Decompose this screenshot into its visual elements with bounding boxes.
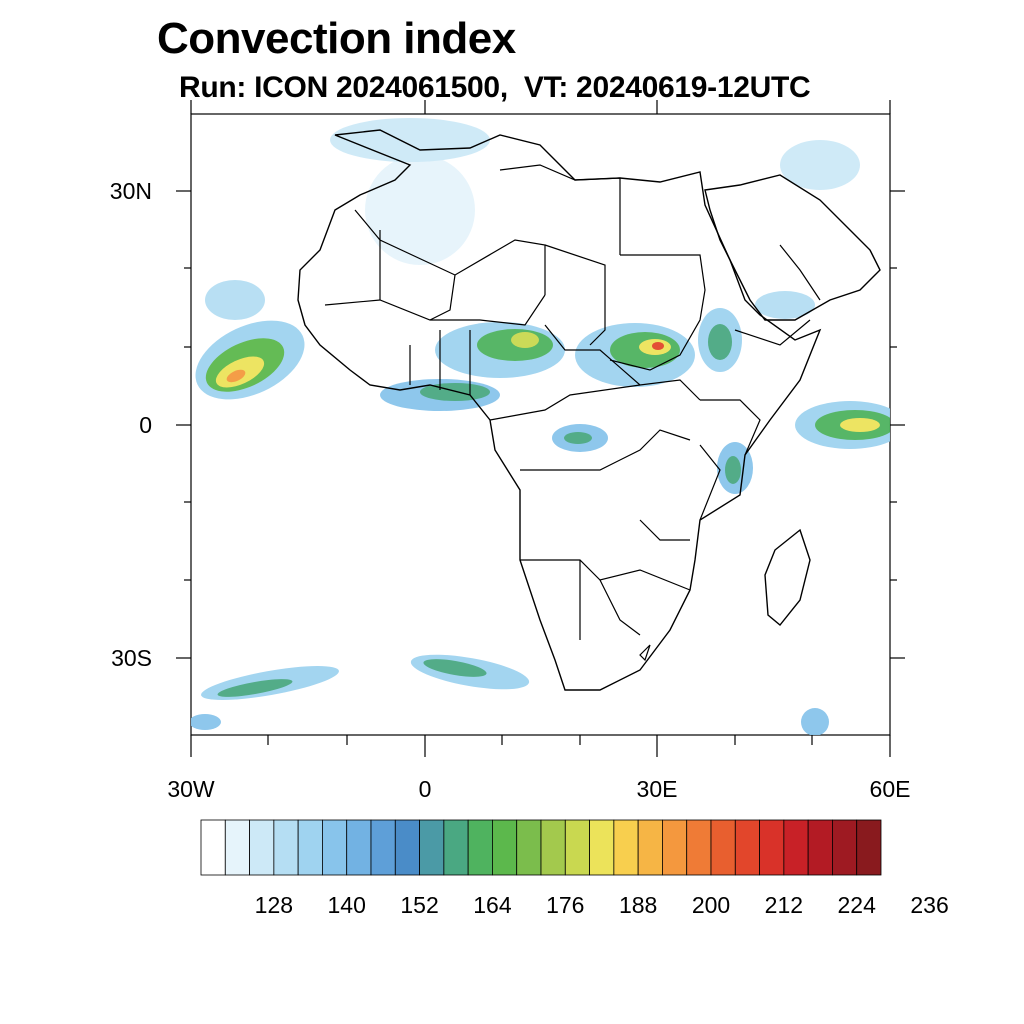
colorbar-tick-label: 128 bbox=[255, 892, 293, 918]
convection-area-southern-ocean bbox=[801, 708, 829, 735]
convection-area-middle-east bbox=[780, 140, 860, 190]
map-subtitle: Run: ICON 2024061500, VT: 20240619-12UTC bbox=[179, 71, 811, 104]
colorbar-box bbox=[492, 819, 518, 876]
colorbar-tick-label: 140 bbox=[328, 892, 366, 918]
convection-area-atlantic-north bbox=[205, 280, 265, 320]
convection-core-southwest-atlantic bbox=[217, 679, 293, 697]
lon-label-30e: 30E bbox=[637, 776, 678, 802]
colorbar-box bbox=[394, 819, 420, 876]
colorbar-box bbox=[346, 819, 372, 876]
country-borders bbox=[324, 164, 821, 662]
colorbar-box bbox=[637, 819, 663, 876]
colorbar-box bbox=[759, 819, 785, 876]
convection-area-southwest-corner bbox=[191, 714, 221, 730]
colorbar-box bbox=[807, 819, 833, 876]
colorbar-box bbox=[419, 819, 445, 876]
map-frame bbox=[190, 113, 891, 736]
convection-core-south-atlantic bbox=[423, 659, 487, 677]
colorbar-box bbox=[224, 819, 250, 876]
colorbar-tick-label: 152 bbox=[400, 892, 438, 918]
axis-ticks bbox=[176, 100, 905, 757]
convection-max-atlantic bbox=[226, 369, 246, 383]
colorbar-box bbox=[540, 819, 566, 876]
lat-label-0: 0 bbox=[139, 412, 152, 438]
colorbar-box bbox=[710, 819, 736, 876]
convection-peak-nigeria bbox=[511, 332, 539, 348]
convection-area-mediterranean bbox=[330, 118, 490, 162]
colorbar-box bbox=[322, 819, 348, 876]
colorbar-box bbox=[832, 819, 858, 876]
colorbar-box bbox=[443, 819, 469, 876]
colorbar-box bbox=[516, 819, 542, 876]
colorbar-labels: 128 140 152 164 176 188 200 212 224 236 bbox=[255, 892, 949, 918]
colorbar-tick-label: 164 bbox=[473, 892, 512, 918]
lon-label-60e: 60E bbox=[870, 776, 911, 802]
madagascar-coastline bbox=[764, 528, 811, 626]
convection-core-ethiopia bbox=[708, 324, 732, 360]
colorbar-box bbox=[249, 819, 275, 876]
colorbar-box bbox=[200, 819, 226, 876]
lat-label-30s: 30S bbox=[111, 645, 152, 671]
lon-label-30w: 30W bbox=[167, 776, 215, 802]
convection-area-arabia bbox=[755, 291, 815, 319]
colorbar-tick-label: 224 bbox=[838, 892, 877, 918]
colorbar-box bbox=[734, 819, 760, 876]
colorbar-box bbox=[273, 819, 299, 876]
lon-label-0: 0 bbox=[419, 776, 432, 802]
colorbar-box bbox=[370, 819, 396, 876]
colorbar-tick-label: 188 bbox=[619, 892, 657, 918]
convection-area-sahara bbox=[365, 155, 475, 265]
arabia-coastline bbox=[704, 174, 881, 321]
map-title: Convection index bbox=[157, 14, 516, 63]
colorbar-tick-label: 212 bbox=[765, 892, 803, 918]
colorbar-box bbox=[467, 819, 493, 876]
colorbar-box bbox=[297, 819, 323, 876]
convection-peak-indian-ocean bbox=[840, 418, 880, 432]
lat-label-30n: 30N bbox=[110, 178, 152, 204]
colorbar bbox=[200, 819, 882, 876]
colorbar-box bbox=[662, 819, 688, 876]
africa-coastline bbox=[297, 129, 822, 691]
convection-core-congo bbox=[564, 432, 592, 444]
colorbar-box bbox=[686, 819, 712, 876]
colorbar-box bbox=[564, 819, 590, 876]
colorbar-tick-label: 176 bbox=[546, 892, 584, 918]
colorbar-box bbox=[613, 819, 639, 876]
colorbar-box bbox=[856, 819, 882, 876]
convection-field bbox=[191, 118, 890, 735]
map-content bbox=[191, 118, 890, 735]
colorbar-tick-label: 200 bbox=[692, 892, 730, 918]
colorbar-box bbox=[783, 819, 809, 876]
colorbar-box bbox=[589, 819, 615, 876]
convection-core-kenya bbox=[725, 456, 741, 484]
colorbar-tick-label: 236 bbox=[910, 892, 948, 918]
convection-max-sudan bbox=[652, 342, 664, 350]
